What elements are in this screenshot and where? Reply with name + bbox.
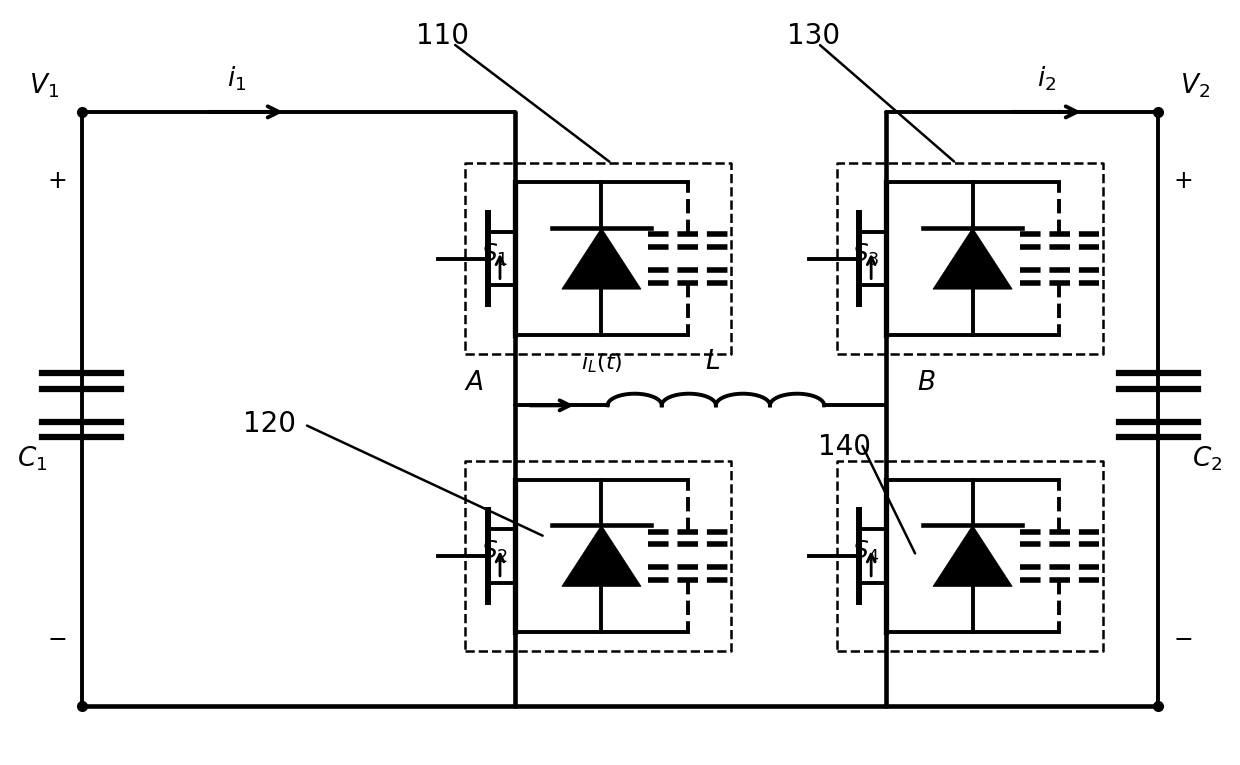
Text: $-$: $-$ <box>47 626 67 649</box>
Text: 140: 140 <box>818 433 870 461</box>
Text: $A$: $A$ <box>464 369 484 396</box>
Text: $i_L(t)$: $i_L(t)$ <box>580 351 622 375</box>
Polygon shape <box>932 228 1012 289</box>
Text: $i_2$: $i_2$ <box>1037 64 1056 93</box>
Text: $+$: $+$ <box>47 168 67 193</box>
Text: $C_1$: $C_1$ <box>17 444 47 473</box>
Text: $B$: $B$ <box>916 369 935 396</box>
Text: 130: 130 <box>787 21 841 50</box>
Polygon shape <box>932 526 1012 587</box>
Text: 110: 110 <box>415 21 469 50</box>
Text: $S_1$: $S_1$ <box>481 242 508 268</box>
Polygon shape <box>562 526 641 587</box>
Text: $+$: $+$ <box>1173 168 1193 193</box>
Text: $i_1$: $i_1$ <box>227 64 246 93</box>
Text: $V_1$: $V_1$ <box>30 72 60 100</box>
Text: $S_2$: $S_2$ <box>481 539 508 565</box>
Text: $-$: $-$ <box>1173 626 1193 649</box>
Text: $C_2$: $C_2$ <box>1193 444 1223 473</box>
Text: $S_4$: $S_4$ <box>852 539 880 565</box>
Text: $L$: $L$ <box>706 349 720 375</box>
Text: $V_2$: $V_2$ <box>1180 72 1210 100</box>
Text: $S_3$: $S_3$ <box>852 242 880 268</box>
Polygon shape <box>562 228 641 289</box>
Text: 120: 120 <box>243 410 295 438</box>
